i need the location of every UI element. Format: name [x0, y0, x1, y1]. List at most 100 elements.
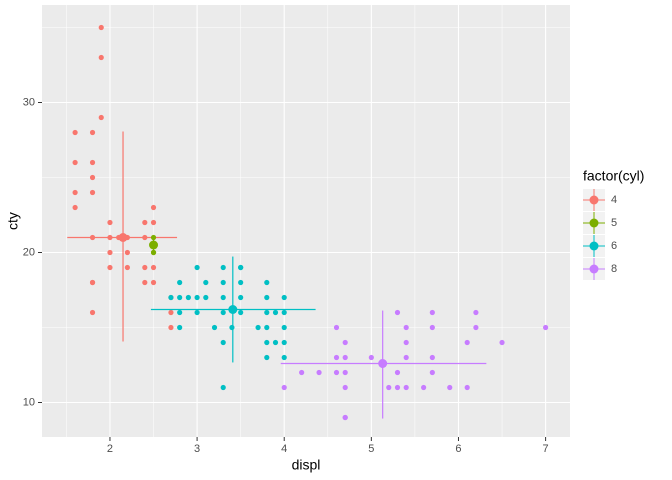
point — [543, 324, 549, 331]
point — [89, 309, 96, 316]
y-axis-label: cty — [5, 212, 21, 230]
point — [194, 264, 200, 271]
point — [89, 129, 96, 136]
point — [177, 309, 183, 316]
legend-label: 6 — [611, 240, 617, 252]
point — [177, 324, 183, 331]
point — [150, 204, 157, 211]
x-tick-label: 4 — [281, 443, 287, 455]
point — [429, 369, 435, 376]
point — [403, 324, 409, 331]
point — [72, 129, 78, 136]
point — [264, 354, 270, 361]
point — [220, 264, 226, 271]
x-axis-label: displ — [292, 457, 321, 473]
point — [177, 279, 183, 286]
point — [421, 384, 427, 391]
point — [429, 324, 435, 331]
point — [255, 324, 261, 331]
point — [203, 279, 209, 286]
point — [89, 174, 96, 181]
point — [238, 279, 244, 286]
point — [98, 54, 104, 61]
panel — [42, 5, 570, 437]
point — [316, 369, 322, 376]
point — [403, 339, 409, 346]
point — [98, 114, 104, 121]
point — [107, 264, 113, 271]
point — [185, 294, 191, 301]
point — [394, 384, 401, 391]
point — [429, 354, 435, 361]
point — [264, 279, 270, 286]
point — [168, 309, 174, 316]
point — [281, 339, 287, 346]
point — [203, 294, 209, 301]
y-tick-label: 20 — [23, 246, 35, 258]
point — [124, 249, 130, 256]
point — [211, 324, 218, 331]
y-tick-label: 30 — [23, 96, 35, 108]
point — [368, 354, 374, 361]
legend-title: factor(cyl) — [583, 168, 644, 184]
legend-point — [589, 195, 599, 205]
legend-point — [589, 241, 599, 251]
legend-label: 8 — [611, 263, 617, 275]
point — [238, 264, 244, 271]
point — [281, 324, 287, 331]
point — [429, 309, 435, 316]
point — [220, 384, 226, 391]
point — [238, 309, 244, 316]
point — [72, 189, 78, 196]
mean-point — [118, 233, 128, 242]
point — [499, 339, 505, 346]
point — [342, 354, 348, 361]
point — [272, 339, 279, 346]
point — [98, 24, 104, 31]
point — [342, 384, 348, 391]
point — [403, 384, 409, 391]
point — [342, 339, 348, 346]
point — [281, 354, 287, 361]
point — [464, 384, 470, 391]
point — [89, 159, 96, 166]
point — [107, 249, 113, 256]
x-tick-label: 3 — [194, 443, 200, 455]
legend-label: 5 — [611, 217, 617, 229]
point — [124, 264, 130, 271]
point — [386, 384, 392, 391]
x-tick-label: 2 — [107, 443, 113, 455]
point — [342, 369, 348, 376]
point — [72, 159, 78, 166]
point — [299, 369, 305, 376]
point — [89, 189, 96, 196]
point — [220, 294, 226, 301]
point — [342, 414, 348, 421]
point — [220, 309, 226, 316]
point — [333, 324, 340, 331]
point — [220, 339, 226, 346]
point — [150, 264, 157, 271]
point — [107, 219, 113, 226]
point — [194, 309, 200, 316]
point — [142, 264, 148, 271]
point — [473, 324, 479, 331]
point — [238, 294, 244, 301]
point — [473, 309, 479, 316]
point — [333, 354, 340, 361]
point — [89, 279, 96, 286]
y-tick-label: 10 — [23, 396, 35, 408]
point — [394, 309, 401, 316]
point — [264, 294, 270, 301]
point — [142, 279, 148, 286]
point — [168, 294, 174, 301]
mean-point — [149, 240, 159, 250]
point — [272, 309, 279, 316]
point — [264, 339, 270, 346]
point — [264, 324, 270, 331]
point — [142, 219, 148, 226]
point — [150, 279, 157, 286]
point — [403, 354, 409, 361]
point — [220, 279, 226, 286]
